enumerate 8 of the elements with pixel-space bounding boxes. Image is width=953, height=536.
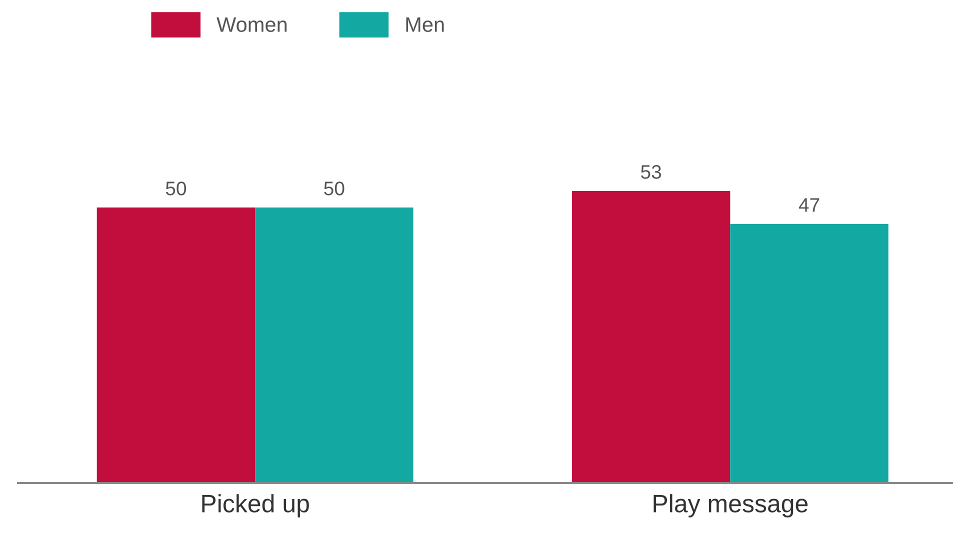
legend-label: Men xyxy=(406,17,444,32)
data-label: 53 xyxy=(641,165,662,179)
x-tick-label: Play message xyxy=(654,494,808,518)
legend-label: Women xyxy=(216,17,287,32)
data-label: 50 xyxy=(324,182,344,196)
data-label: 50 xyxy=(166,182,186,196)
data-label: 47 xyxy=(798,198,820,212)
x-tick-label: Picked up xyxy=(202,494,309,518)
